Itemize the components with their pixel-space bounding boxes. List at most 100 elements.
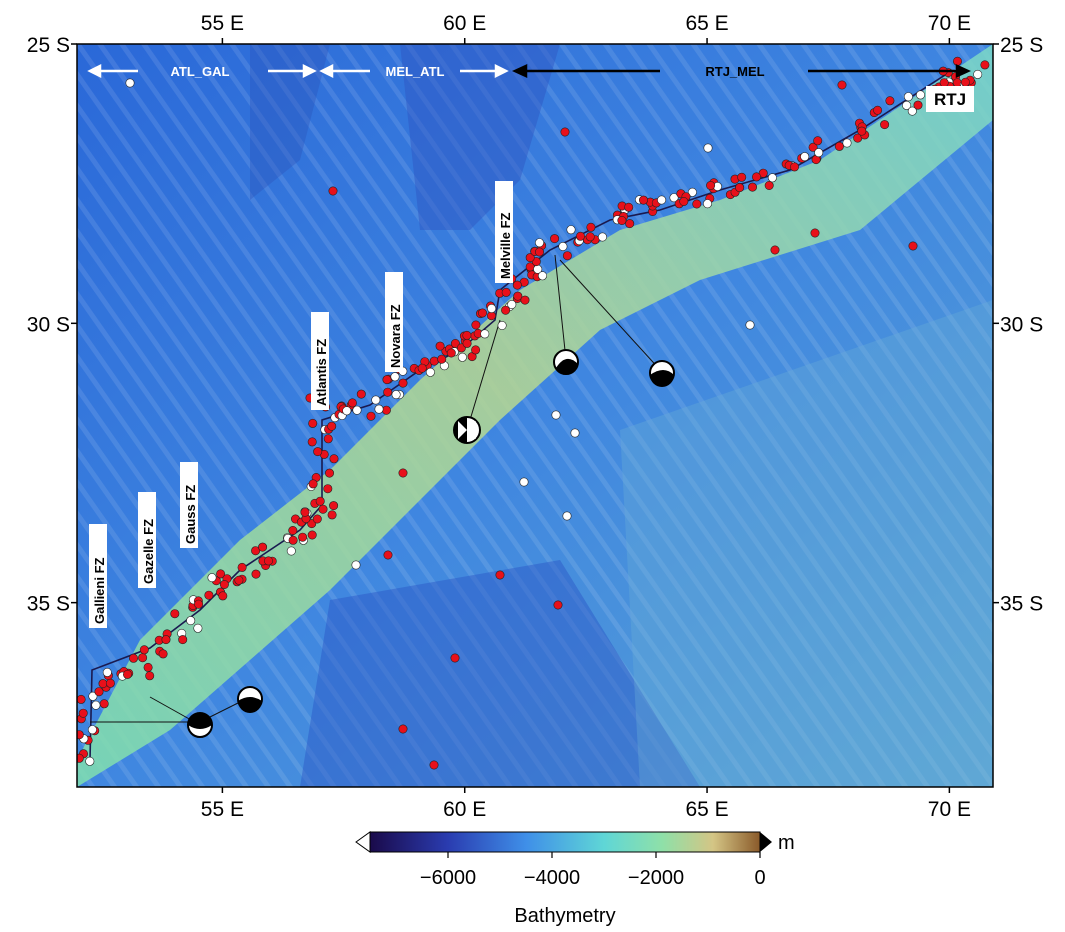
x-tick-label-bottom-3: 70 E [928,798,971,821]
event-red-204 [624,202,634,212]
segment-label-mel-atl: MEL_ATL [386,64,445,79]
event-white-296 [570,428,580,438]
event-red-183 [550,234,560,244]
event-white-291 [351,560,361,570]
event-white-115 [371,395,381,405]
event-red-282 [560,127,570,137]
event-red-286 [837,80,847,90]
event-white-130 [425,367,435,377]
y-tick-label-right-2: 35 S [1000,593,1043,616]
colorbar-ticks: −6000 −4000 −2000 0 [420,852,766,889]
event-red-165 [501,287,511,297]
fz-labels: Gallieni FZ Gazelle FZ Gauss FZ Atlantis… [89,181,513,628]
event-white-0 [85,756,95,766]
event-red-35 [161,635,171,645]
event-red-288 [770,245,780,255]
event-red-85 [329,501,339,511]
event-white-122 [390,372,400,382]
event-red-141 [450,338,460,348]
event-white-161 [507,299,517,309]
focal-leader-3 [466,319,501,431]
event-red-27 [129,653,139,663]
event-red-261 [913,100,923,110]
segment-arrows [87,63,509,79]
event-red-246 [813,136,823,146]
event-red-121 [398,378,408,388]
event-red-154 [477,308,487,318]
x-tick-label-top-2: 65 E [685,12,728,35]
event-red-137 [446,348,456,358]
event-red-199 [625,219,635,229]
event-red-192 [585,232,595,242]
event-red-83 [315,496,325,506]
event-red-289 [398,468,408,478]
event-red-112 [356,389,366,399]
event-red-244 [808,142,818,152]
colorbar-tick-label-3: 0 [754,867,765,889]
event-white-10 [91,700,101,710]
rtj-label-box [926,86,974,112]
event-red-26 [143,662,153,672]
event-red-110 [347,398,357,408]
event-white-151 [480,329,490,339]
event-red-217 [692,199,702,209]
x-tick-label-bottom-2: 65 E [685,798,728,821]
colorbar-tick-label-0: −6000 [420,867,476,889]
event-red-298 [450,653,460,663]
colorbar-title: Bathymetry [514,905,615,927]
event-red-129 [417,363,427,373]
event-white-215 [687,187,697,197]
axis-ticks: 55 E 55 E 60 E 60 E 65 E 65 E 70 E 70 E 25 S 25 S… [27,12,1043,821]
event-red-164 [520,295,530,305]
colorbar-tick-label-1: −4000 [524,867,580,889]
event-red-230 [735,183,745,193]
event-red-93 [313,447,323,457]
event-white-37 [186,616,196,626]
fz-label-gallieni: Gallieni FZ [92,557,107,624]
x-tick-label-top-1: 60 E [443,12,486,35]
event-red-73 [298,532,308,542]
event-white-39 [193,623,203,633]
fz-label-atlantis: Atlantis FZ [314,339,329,406]
event-red-224 [706,181,716,191]
event-red-276 [960,77,970,87]
event-red-97 [308,418,318,428]
event-red-87 [323,484,333,494]
colorbar-unit: m [778,832,795,854]
event-red-147 [462,330,472,340]
colorbar-tick-label-2: −2000 [628,867,684,889]
event-red-78 [318,504,328,514]
event-red-258 [885,96,895,106]
event-red-299 [429,760,439,770]
map-frame [76,43,994,788]
event-white-153 [497,320,507,330]
event-red-71 [307,530,317,540]
event-red-92 [329,454,339,464]
segment-label-rtj-mel: RTJ_MEL [705,64,764,79]
colorbar: m −6000 −4000 −2000 0 Bathymetry [355,831,795,927]
event-red-25 [145,671,155,681]
event-red-11 [99,699,109,709]
colorbar-low-triangle [355,831,371,853]
event-red-131 [429,356,439,366]
event-red-69 [288,525,298,535]
event-red-281 [328,186,338,196]
event-white-260 [907,106,917,116]
event-red-120 [382,375,392,385]
event-white-284 [745,320,755,330]
event-white-262 [903,92,913,102]
event-white-18 [102,667,112,677]
event-white-187 [566,225,576,235]
event-red-159 [501,305,511,315]
event-red-248 [834,141,844,151]
event-red-218 [679,197,689,207]
event-red-184 [562,251,572,261]
y-tick-label-left-0: 25 S [27,34,70,57]
fz-label-novara: Novara FZ [388,304,403,368]
event-red-48 [218,591,228,601]
event-red-300 [398,724,408,734]
focal-mechanism-3 [453,416,481,444]
event-red-116 [383,387,393,397]
fz-label-gazelle: Gazelle FZ [141,519,156,584]
x-tick-label-bottom-0: 55 E [201,798,244,821]
